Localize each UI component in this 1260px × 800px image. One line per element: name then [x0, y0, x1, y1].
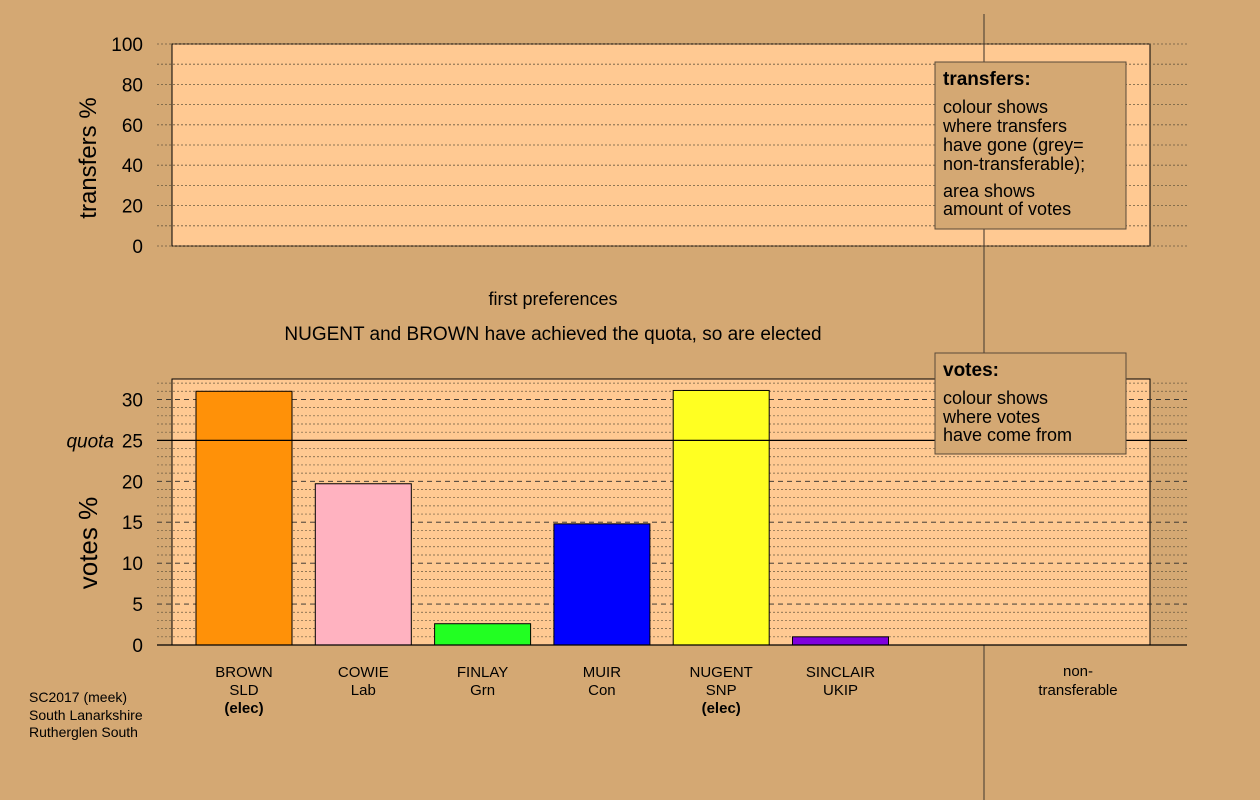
candidate-name-label: FINLAY [457, 664, 508, 681]
candidate-name-label: BROWN [215, 664, 273, 681]
transfers-legend-title: transfers: [943, 69, 1031, 90]
transfers-tick-label: 40 [122, 156, 143, 177]
candidate-status-label: (elec) [224, 700, 263, 717]
votes-legend-title: votes: [943, 360, 999, 381]
footer-line-3: Rutherglen South [29, 724, 138, 740]
votes-tick-label: 15 [122, 513, 143, 534]
votes-axis-ticks: 0 5 10 15 20 25 30 [122, 390, 143, 657]
transfers-legend: transfers: colour shows where transfers … [934, 61, 1127, 230]
transfers-tick-label: 60 [122, 116, 143, 137]
transfers-axis-label: transfers % [75, 97, 102, 218]
votes-legend-line-1: colour shows [943, 388, 1048, 408]
transfers-tick-label: 0 [132, 237, 143, 258]
nontransferable-label-line-2: transferable [1038, 682, 1117, 699]
transfers-legend-line-2: where transfers [942, 116, 1067, 136]
votes-tick-label: 0 [132, 636, 143, 657]
transfers-legend-line-3: have gone (grey= [943, 135, 1084, 155]
chart-caption: first preferences [488, 289, 617, 309]
transfers-axis-ticks: 0 20 40 60 80 100 [111, 35, 143, 258]
candidate-name-label: SINCLAIR [806, 664, 875, 681]
transfers-legend-box [934, 61, 1127, 230]
votes-tick-label: 5 [132, 595, 143, 616]
candidate-party-label: Con [588, 682, 616, 699]
candidate-status-label: (elec) [702, 700, 741, 717]
votes-legend-box [934, 352, 1127, 455]
votes-tick-label: 10 [122, 554, 143, 575]
candidate-labels: BROWNSLD(elec)COWIELabFINLAYGrnMUIRConNU… [215, 664, 875, 717]
quota-label: quota [66, 431, 114, 452]
transfers-tick-label: 80 [122, 75, 143, 96]
nontransferable-label-line-1: non- [1063, 663, 1093, 680]
candidate-name-label: MUIR [583, 664, 621, 681]
votes-legend: votes: colour shows where votes have com… [934, 352, 1127, 455]
footer-line-2: South Lanarkshire [29, 707, 143, 723]
votes-bars [195, 389, 889, 646]
candidate-party-label: Lab [351, 682, 376, 699]
transfers-tick-label: 20 [122, 197, 143, 218]
candidate-name-label: NUGENT [690, 664, 753, 681]
bar-sinclair [792, 636, 889, 646]
votes-tick-label: 20 [122, 472, 143, 493]
bar-finlay [434, 623, 532, 646]
votes-axis-label: votes % [73, 497, 103, 590]
chart-subtitle: NUGENT and BROWN have achieved the quota… [284, 324, 821, 345]
votes-legend-line-2: where votes [942, 407, 1040, 427]
footer-line-1: SC2017 (meek) [29, 689, 127, 705]
transfers-tick-label: 100 [111, 35, 143, 56]
candidate-party-label: Grn [470, 682, 495, 699]
bar-brown [195, 390, 293, 646]
transfers-legend-line-5: area shows [943, 181, 1035, 201]
candidate-party-label: SLD [229, 682, 258, 699]
votes-legend-line-3: have come from [943, 425, 1072, 445]
bar-cowie [314, 483, 412, 646]
transfers-legend-line-4: non-transferable); [943, 154, 1085, 174]
votes-tick-label: 30 [122, 390, 143, 411]
candidate-party-label: UKIP [823, 682, 858, 699]
candidate-party-label: SNP [706, 682, 737, 699]
transfers-legend-line-1: colour shows [943, 97, 1048, 117]
candidate-name-label: COWIE [338, 664, 389, 681]
votes-tick-label: 25 [122, 431, 143, 452]
transfers-legend-line-6: amount of votes [943, 199, 1071, 219]
bar-nugent [672, 389, 770, 646]
bar-muir [553, 523, 651, 646]
